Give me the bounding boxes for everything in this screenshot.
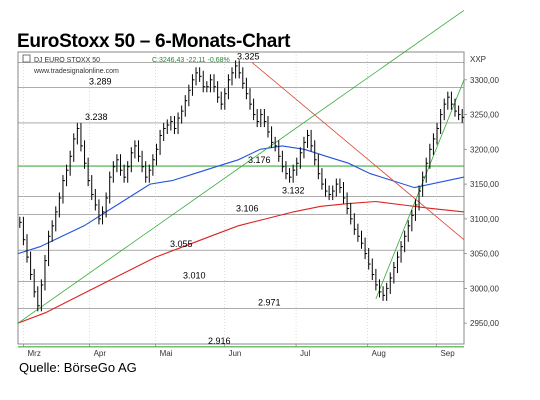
support-level-label: 3.106 xyxy=(236,204,259,214)
plot-frame xyxy=(17,51,465,345)
chart-header: DJ EURO STOXX 50 C:3246,43 -22,11 -0,68%… xyxy=(22,54,486,75)
support-level-label: 3.176 xyxy=(248,155,271,165)
y-axis-tick-label: 3300,00 xyxy=(470,76,499,85)
y-axis-tick-label: 3100,00 xyxy=(470,215,499,224)
uptrend-line xyxy=(375,79,465,299)
support-level-label: 2.916 xyxy=(208,336,231,346)
support-level-label: 3.289 xyxy=(89,76,112,86)
x-axis-month-label: Mai xyxy=(160,349,173,358)
chart-title: EuroStoxx 50 – 6-Monats-Chart xyxy=(17,31,291,52)
trend-lines-group xyxy=(17,9,465,324)
support-level-label: 3.055 xyxy=(170,239,193,249)
support-level-label: 2.971 xyxy=(258,298,281,308)
moving-average-long-line xyxy=(17,200,465,324)
x-axis-month-label: Jul xyxy=(300,349,310,358)
support-level-label: 3.010 xyxy=(183,270,206,280)
source-caption: Quelle: BörseGo AG xyxy=(19,360,137,375)
y-axis-group: 2950,00 3000,00 3050,00 3100,00 3150,00 3200,… xyxy=(464,76,499,328)
support-level-label: 3.132 xyxy=(282,186,305,196)
x-axis-group: Mrz Apr Mai Jun Jul Aug Sep xyxy=(23,344,455,358)
support-level-label: 3.238 xyxy=(85,112,108,122)
x-axis-month-label: Mrz xyxy=(28,349,41,358)
price-bars-group xyxy=(19,60,465,312)
price-chart: 3.325 3.289 3.238 3.176 3.132 3.106 3.055 3.010… xyxy=(17,9,499,358)
x-axis-month-label: Sep xyxy=(440,349,455,358)
moving-average-short-line xyxy=(17,145,465,255)
y-axis-tick-label: 3250,00 xyxy=(470,111,499,120)
y-axis-tick-label: 3050,00 xyxy=(470,250,499,259)
quote-readout: C:3246,43 -22,11 -0,68% xyxy=(152,57,230,64)
uptrend-line xyxy=(17,9,465,324)
instrument-name: DJ EURO STOXX 50 xyxy=(34,57,100,64)
y-axis-tick-label: 2950,00 xyxy=(470,319,499,328)
moving-average-group xyxy=(17,145,465,324)
y-axis-tick-label: 3200,00 xyxy=(470,145,499,154)
support-labels-group: 3.325 3.289 3.238 3.176 3.132 3.106 3.055 3.010… xyxy=(85,51,305,345)
axis-code-label: XXP xyxy=(470,55,486,64)
support-lines-group xyxy=(18,62,464,348)
y-axis-tick-label: 3150,00 xyxy=(470,180,499,189)
support-level-label: 3.325 xyxy=(237,51,260,61)
y-axis-tick-label: 3000,00 xyxy=(470,284,499,293)
downtrend-line xyxy=(251,62,465,241)
x-axis-month-label: Aug xyxy=(372,349,386,358)
website-label: www.tradesignalonline.com xyxy=(33,68,119,75)
x-axis-month-label: Apr xyxy=(94,349,107,358)
doc-icon xyxy=(22,54,31,63)
x-axis-month-label: Jun xyxy=(228,349,241,358)
